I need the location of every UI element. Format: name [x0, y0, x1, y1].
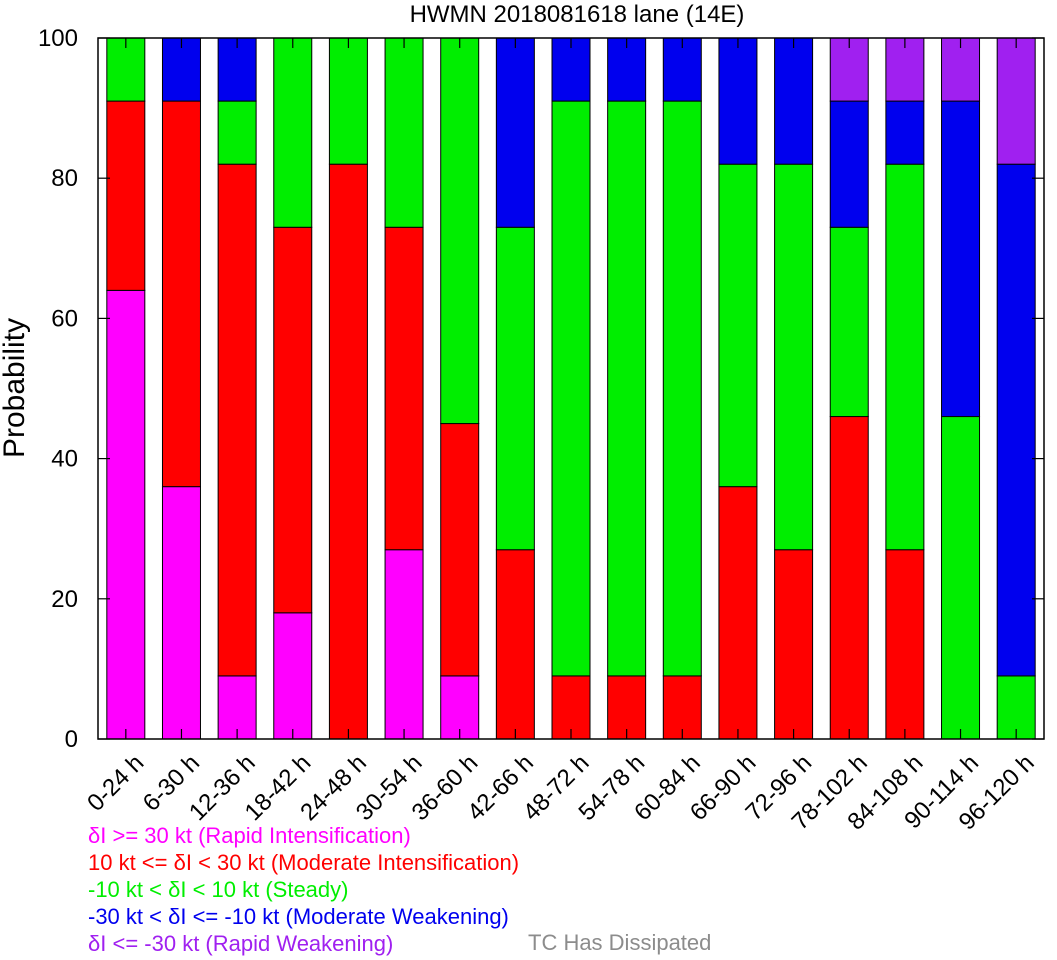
bar-segment-4-60-84h — [662, 37, 702, 102]
bar-segment-1-30-54h — [384, 549, 424, 740]
y-tick-label: 0 — [65, 726, 78, 753]
bar-segment-4-78-102h — [829, 100, 869, 228]
y-tick-label: 100 — [38, 25, 78, 52]
y-tick-label: 20 — [51, 586, 78, 613]
bar-segment-2-0-24h — [106, 100, 146, 291]
bar-segment-3-78-102h — [829, 226, 869, 418]
bar-segment-3-30-54h — [384, 37, 424, 228]
bars-group — [106, 37, 1036, 740]
bar-segment-5-84-108h — [885, 37, 925, 102]
bar-segment-5-78-102h — [829, 37, 869, 102]
bar-segment-4-42-66h — [495, 37, 535, 228]
bar-segment-3-42-66h — [495, 226, 535, 551]
bar-segment-2-18-42h — [273, 226, 313, 614]
bar-segment-3-54-78h — [607, 100, 647, 677]
bar-segment-2-66-90h — [718, 486, 758, 740]
bar-segment-2-84-108h — [885, 549, 925, 740]
bar-segment-2-36-60h — [440, 423, 480, 677]
bar-segment-4-66-90h — [718, 37, 758, 165]
chart-title: HWMN 2018081618 lane (14E) — [410, 1, 745, 28]
bar-segment-4-12-36h — [217, 37, 257, 102]
bar-segment-2-6-30h — [161, 100, 201, 488]
bar-segment-3-84-108h — [885, 163, 925, 551]
bar-segment-4-96-120h — [996, 163, 1036, 677]
bar-segment-3-72-96h — [774, 163, 814, 551]
bar-segment-4-48-72h — [551, 37, 591, 102]
legend-item-4: -30 kt < δI <= -10 kt (Moderate Weakenin… — [88, 904, 509, 929]
legend-item-3: -10 kt < δI < 10 kt (Steady) — [88, 877, 349, 902]
y-axis-label: Probability — [0, 318, 31, 458]
bar-segment-3-0-24h — [106, 37, 146, 102]
legend-item-2: 10 kt <= δI < 30 kt (Moderate Intensific… — [88, 850, 520, 875]
y-tick-label: 80 — [51, 165, 78, 192]
bar-segment-3-12-36h — [217, 100, 257, 165]
y-tick-label: 40 — [51, 446, 78, 473]
bar-segment-4-90-114h — [941, 100, 981, 418]
legend-item-1: δI >= 30 kt (Rapid Intensification) — [88, 823, 411, 848]
bar-segment-2-24-48h — [328, 163, 368, 740]
bar-segment-1-18-42h — [273, 612, 313, 740]
legend: δI >= 30 kt (Rapid Intensification) 10 kt… — [88, 822, 519, 957]
bar-segment-2-60-84h — [662, 675, 702, 740]
bar-segment-3-66-90h — [718, 163, 758, 488]
bar-segment-2-54-78h — [607, 675, 647, 740]
legend-item-dissipated: TC Has Dissipated — [528, 930, 712, 955]
bar-segment-2-42-66h — [495, 549, 535, 740]
bar-segment-2-72-96h — [774, 549, 814, 740]
bar-segment-3-24-48h — [328, 37, 368, 165]
bar-segment-3-60-84h — [662, 100, 702, 677]
bar-segment-3-18-42h — [273, 37, 313, 228]
x-tick-label: 0-24 h — [82, 749, 149, 816]
bar-segment-1-6-30h — [161, 486, 201, 740]
bar-segment-3-36-60h — [440, 37, 480, 425]
bar-segment-4-54-78h — [607, 37, 647, 102]
bar-segment-2-78-102h — [829, 416, 869, 740]
bar-segment-2-12-36h — [217, 163, 257, 677]
bar-segment-5-96-120h — [996, 37, 1036, 165]
bar-segment-4-6-30h — [161, 37, 201, 102]
bar-segment-2-30-54h — [384, 226, 424, 551]
bar-segment-3-90-114h — [941, 416, 981, 740]
bar-segment-4-84-108h — [885, 100, 925, 165]
bar-segment-3-48-72h — [551, 100, 591, 677]
bar-segment-2-48-72h — [551, 675, 591, 740]
bar-segment-1-0-24h — [106, 289, 146, 740]
bar-segment-4-72-96h — [774, 37, 814, 165]
legend-item-5: δI <= -30 kt (Rapid Weakening) — [88, 931, 394, 956]
y-tick-label: 60 — [51, 305, 78, 332]
